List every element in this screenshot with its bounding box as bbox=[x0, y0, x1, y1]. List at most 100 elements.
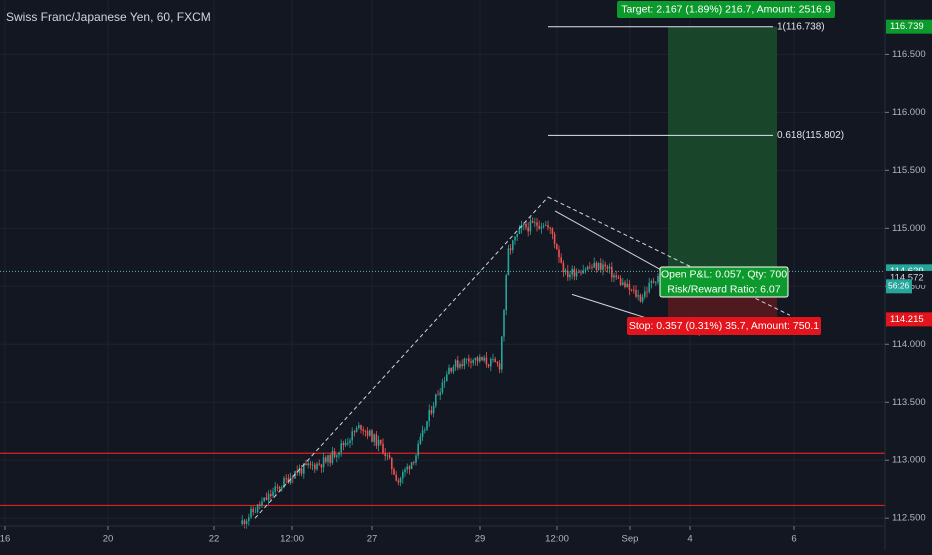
candle-body bbox=[329, 455, 331, 464]
candle-body bbox=[512, 240, 514, 250]
y-tick-label: 113.000 bbox=[892, 455, 926, 466]
candle-body bbox=[336, 455, 338, 457]
fib-levels: 1(116.738) 0.618(115.802) bbox=[548, 21, 844, 141]
candle-body bbox=[439, 392, 441, 396]
candle-body bbox=[655, 282, 657, 283]
candle-body bbox=[613, 275, 615, 278]
candle-body bbox=[413, 462, 415, 463]
candle-body bbox=[646, 291, 648, 293]
candle-body bbox=[564, 270, 567, 273]
candle-body bbox=[644, 291, 646, 297]
candle-body bbox=[349, 440, 351, 443]
candle-body bbox=[637, 295, 639, 297]
price-axis[interactable]: 116.500116.000115.500115.000114.500114.0… bbox=[884, 0, 932, 550]
candle-body bbox=[305, 463, 307, 466]
candle-body bbox=[604, 264, 606, 267]
stop-tag-box[interactable] bbox=[627, 317, 821, 335]
candle-body bbox=[514, 236, 516, 241]
candle-body bbox=[344, 442, 347, 446]
y-tick-label: 115.000 bbox=[892, 223, 926, 234]
chart-title: Swiss Franc/Japanese Yen, 60, FXCM bbox=[6, 10, 211, 24]
candle-body bbox=[417, 443, 419, 456]
candle-body bbox=[523, 223, 525, 226]
candle-body bbox=[404, 469, 406, 473]
stop-tag[interactable]: Stop: 0.357 (0.31%) 35.7, Amount: 750.1 bbox=[627, 317, 821, 335]
candle-body bbox=[408, 466, 411, 469]
price-label: 116.739 bbox=[890, 21, 924, 32]
candle-body bbox=[470, 361, 472, 363]
time-axis[interactable]: 16 20 22 12:00 27 29 12:00 Sep 4 6 bbox=[0, 525, 885, 545]
candle-body bbox=[402, 472, 404, 479]
candle-body bbox=[622, 282, 624, 285]
candle-body bbox=[358, 425, 360, 429]
candle-body bbox=[538, 225, 540, 229]
x-tick-label: 20 bbox=[103, 534, 114, 545]
candle-body bbox=[430, 410, 433, 414]
price-label-box[interactable] bbox=[886, 19, 932, 34]
candle-body bbox=[256, 504, 259, 512]
candle-body bbox=[300, 468, 303, 474]
open-pnl-tag-box[interactable] bbox=[659, 266, 789, 298]
price-label: 114.215 bbox=[890, 314, 924, 325]
countdown-label: 56:26 bbox=[888, 281, 910, 291]
candle-body bbox=[452, 367, 455, 372]
candle-body bbox=[380, 439, 382, 444]
candle-body bbox=[525, 223, 527, 228]
candle-body bbox=[630, 289, 633, 291]
candle-body bbox=[586, 266, 589, 270]
x-tick-label: 27 bbox=[367, 534, 378, 545]
fib-level-label: 0.618(115.802) bbox=[777, 130, 844, 141]
target-tag-text: Target: 2.167 (1.89%) 216.7, Amount: 251… bbox=[621, 3, 831, 15]
candle-body bbox=[569, 274, 571, 278]
price-label-box[interactable] bbox=[886, 312, 932, 327]
candle-body bbox=[384, 453, 386, 456]
candle-body bbox=[518, 228, 521, 234]
candle-body bbox=[600, 263, 602, 270]
candle-body bbox=[562, 262, 565, 273]
candle-body bbox=[468, 358, 470, 362]
price-label: 114.572 bbox=[890, 272, 924, 283]
candle-body bbox=[503, 310, 505, 337]
candle-body bbox=[272, 491, 274, 497]
candle-body bbox=[498, 363, 501, 370]
candle-body bbox=[331, 451, 334, 464]
candle-body bbox=[657, 276, 659, 283]
candle-body bbox=[633, 289, 635, 291]
candle-body bbox=[281, 487, 283, 489]
candle-body bbox=[360, 425, 362, 430]
candle-body bbox=[342, 443, 345, 446]
candle-body bbox=[395, 474, 397, 481]
candle-body bbox=[298, 468, 301, 474]
candle-body bbox=[578, 272, 580, 273]
candle-body bbox=[567, 270, 569, 278]
y-tick-label: 112.500 bbox=[892, 513, 926, 524]
candle-body bbox=[487, 364, 490, 367]
candle-body bbox=[428, 410, 430, 422]
target-tag[interactable]: Target: 2.167 (1.89%) 216.7, Amount: 251… bbox=[617, 1, 835, 18]
candle-body bbox=[611, 266, 613, 278]
candle-body bbox=[289, 477, 292, 483]
candle-body bbox=[406, 466, 408, 470]
candle-body bbox=[441, 382, 444, 393]
stop-tag-text: Stop: 0.357 (0.31%) 35.7, Amount: 750.1 bbox=[629, 320, 819, 332]
candle-body bbox=[309, 463, 312, 465]
candle-body bbox=[617, 277, 620, 279]
candle-body bbox=[496, 361, 499, 364]
open-pnl-tag[interactable]: Open P&L: 0.057, Qty: 700 Risk/Reward Rat… bbox=[659, 266, 789, 298]
candle-body bbox=[474, 357, 477, 361]
swing-line-up bbox=[254, 196, 549, 519]
candle-body bbox=[261, 501, 263, 506]
candle-body bbox=[545, 225, 547, 226]
candle-body bbox=[450, 367, 452, 372]
candle-body bbox=[551, 228, 554, 235]
target-tag-box[interactable] bbox=[617, 1, 835, 18]
candle-body bbox=[624, 282, 626, 288]
candle-body bbox=[573, 268, 576, 277]
x-tick-label: 6 bbox=[791, 534, 796, 545]
candle-body bbox=[393, 469, 395, 475]
candle-body bbox=[608, 266, 611, 269]
open-pnl-tag-text: Risk/Reward Ratio: 6.07 bbox=[667, 283, 780, 295]
candle-body bbox=[241, 520, 243, 524]
